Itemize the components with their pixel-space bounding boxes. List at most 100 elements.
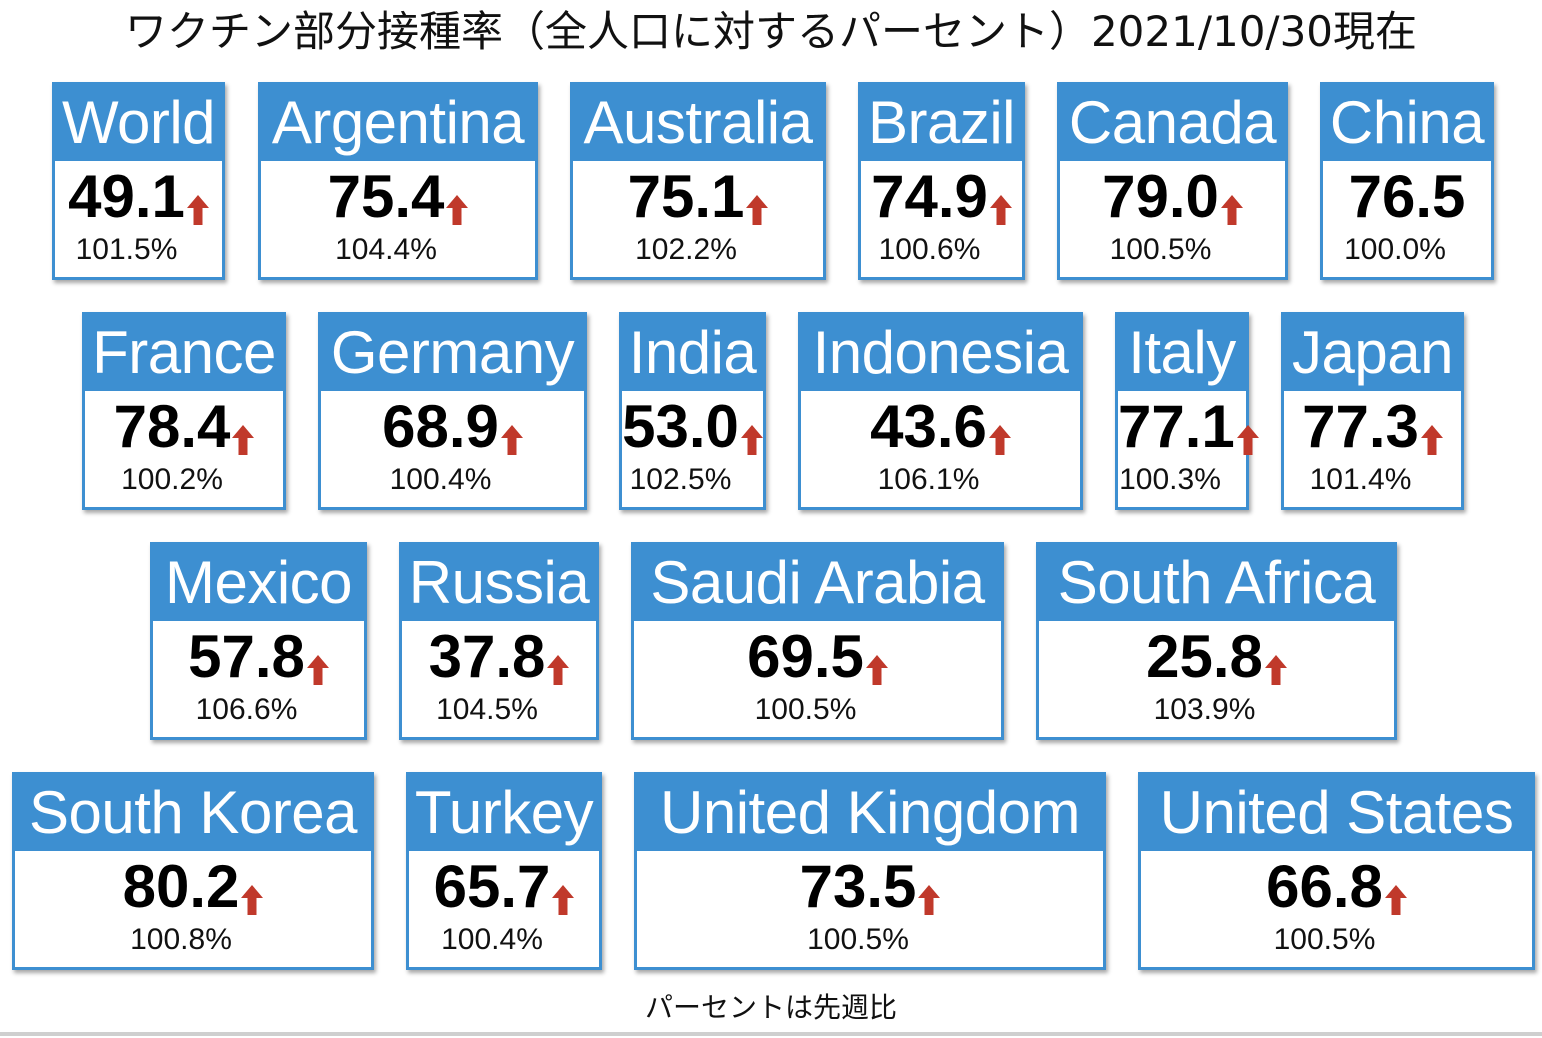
vaccination-rate-value: 73.5 xyxy=(799,853,917,920)
value-line: 37.8 xyxy=(402,623,596,691)
arrow-up-icon xyxy=(306,655,329,685)
week-over-week-label: 104.4% xyxy=(261,233,535,267)
week-over-week-label: 100.4% xyxy=(321,463,584,497)
week-over-week-label: 100.2% xyxy=(85,463,283,497)
week-over-week-value: 100.4% xyxy=(441,923,543,956)
country-card: Brazil 74.9 100.6% xyxy=(858,82,1025,280)
value-line: 49.1 xyxy=(55,163,222,231)
card-body: 66.8 100.5% xyxy=(1141,851,1532,967)
card-body: 65.7 100.4% xyxy=(409,851,599,967)
arrow-up-icon xyxy=(1384,885,1407,915)
country-card: Saudi Arabia 69.5 100.5% xyxy=(631,542,1004,740)
arrow-up-icon xyxy=(186,195,209,225)
country-name: Indonesia xyxy=(801,315,1080,391)
country-name: India xyxy=(622,315,763,391)
arrow-up-icon xyxy=(988,425,1011,455)
country-name: United Kingdom xyxy=(637,775,1103,851)
value-line: 76.5 xyxy=(1323,163,1491,231)
arrow-up-icon xyxy=(552,885,575,915)
vaccination-rate-value: 43.6 xyxy=(870,393,987,460)
value-line: 75.1 xyxy=(573,163,823,231)
week-over-week-label: 100.6% xyxy=(861,233,1022,267)
week-over-week-value: 106.1% xyxy=(877,463,980,496)
card-body: 76.5 100.0% xyxy=(1323,161,1491,277)
vaccination-rate-value: 78.4 xyxy=(113,393,231,460)
country-card: South Korea 80.2 100.8% xyxy=(12,772,374,970)
value-line: 25.8 xyxy=(1039,623,1394,691)
country-card: India 53.0 102.5% xyxy=(619,312,766,510)
card-body: 43.6 106.1% xyxy=(801,391,1080,507)
value-line: 79.0 xyxy=(1060,163,1285,231)
vaccination-rate-value: 79.0 xyxy=(1102,163,1219,230)
country-name: Germany xyxy=(321,315,584,391)
week-over-week-value: 103.9% xyxy=(1153,693,1256,726)
country-name: Mexico xyxy=(153,545,364,621)
country-name: United States xyxy=(1141,775,1532,851)
country-name: Japan xyxy=(1284,315,1461,391)
week-over-week-value: 106.6% xyxy=(195,693,298,726)
country-name: Turkey xyxy=(409,775,599,851)
footnote: パーセントは先週比 xyxy=(644,991,897,1024)
value-line: 75.4 xyxy=(261,163,535,231)
value-line: 57.8 xyxy=(153,623,364,691)
arrow-up-icon xyxy=(547,655,570,685)
card-body: 37.8 104.5% xyxy=(402,621,596,737)
vaccination-rate-value: 66.8 xyxy=(1266,853,1383,920)
vaccination-rate-value: 37.8 xyxy=(428,623,546,690)
week-over-week-value: 104.5% xyxy=(436,693,538,726)
vaccination-rate-value: 75.1 xyxy=(627,163,745,230)
card-body: 68.9 100.4% xyxy=(321,391,584,507)
card-body: 75.4 104.4% xyxy=(261,161,535,277)
bottom-divider xyxy=(0,1032,1542,1036)
country-card: Indonesia 43.6 106.1% xyxy=(798,312,1083,510)
week-over-week-label: 101.4% xyxy=(1284,463,1461,497)
week-over-week-value: 100.5% xyxy=(1273,923,1376,956)
week-over-week-label: 104.5% xyxy=(402,693,596,727)
arrow-up-icon xyxy=(446,195,469,225)
vaccination-rate-value: 69.5 xyxy=(747,623,864,690)
week-over-week-label: 102.2% xyxy=(573,233,823,267)
week-over-week-value: 102.2% xyxy=(635,233,737,266)
arrow-up-icon xyxy=(1420,425,1443,455)
vaccination-rate-value: 25.8 xyxy=(1146,623,1263,690)
week-over-week-label: 100.8% xyxy=(15,923,371,957)
arrow-up-icon xyxy=(232,425,255,455)
week-over-week-label: 100.5% xyxy=(637,923,1103,957)
country-card: China 76.5 100.0% xyxy=(1320,82,1494,280)
value-line: 66.8 xyxy=(1141,853,1532,921)
week-over-week-label: 100.5% xyxy=(1141,923,1532,957)
value-line: 74.9 xyxy=(861,163,1022,231)
vaccination-rate-value: 74.9 xyxy=(871,163,988,230)
arrow-up-icon xyxy=(500,425,523,455)
week-over-week-label: 101.5% xyxy=(55,233,222,267)
week-over-week-label: 106.6% xyxy=(153,693,364,727)
card-body: 49.1 101.5% xyxy=(55,161,222,277)
country-name: South Korea xyxy=(15,775,371,851)
vaccination-rate-value: 57.8 xyxy=(188,623,305,690)
week-over-week-value: 101.5% xyxy=(75,233,178,266)
week-over-week-value: 100.0% xyxy=(1344,233,1446,266)
week-over-week-value: 100.6% xyxy=(878,233,981,266)
vaccination-rate-value: 49.1 xyxy=(68,163,185,230)
value-line: 77.3 xyxy=(1284,393,1461,461)
week-over-week-label: 103.9% xyxy=(1039,693,1394,727)
card-body: 25.8 103.9% xyxy=(1039,621,1394,737)
week-over-week-value: 104.4% xyxy=(335,233,437,266)
country-name: Canada xyxy=(1060,85,1285,161)
country-card: South Africa 25.8 103.9% xyxy=(1036,542,1397,740)
vaccination-rate-value: 75.4 xyxy=(327,163,445,230)
week-over-week-value: 100.4% xyxy=(389,463,492,496)
arrow-up-icon xyxy=(746,195,769,225)
week-over-week-label: 100.3% xyxy=(1118,463,1246,497)
week-over-week-label: 100.5% xyxy=(1060,233,1285,267)
value-line: 65.7 xyxy=(409,853,599,921)
vaccination-rate-value: 76.5 xyxy=(1348,163,1466,230)
country-name: Saudi Arabia xyxy=(634,545,1001,621)
week-over-week-value: 100.5% xyxy=(754,693,857,726)
arrow-up-icon xyxy=(989,195,1012,225)
arrow-up-icon xyxy=(865,655,888,685)
value-line: 80.2 xyxy=(15,853,371,921)
country-card: Turkey 65.7 100.4% xyxy=(406,772,602,970)
value-line: 78.4 xyxy=(85,393,283,461)
vaccination-rate-value: 68.9 xyxy=(382,393,499,460)
